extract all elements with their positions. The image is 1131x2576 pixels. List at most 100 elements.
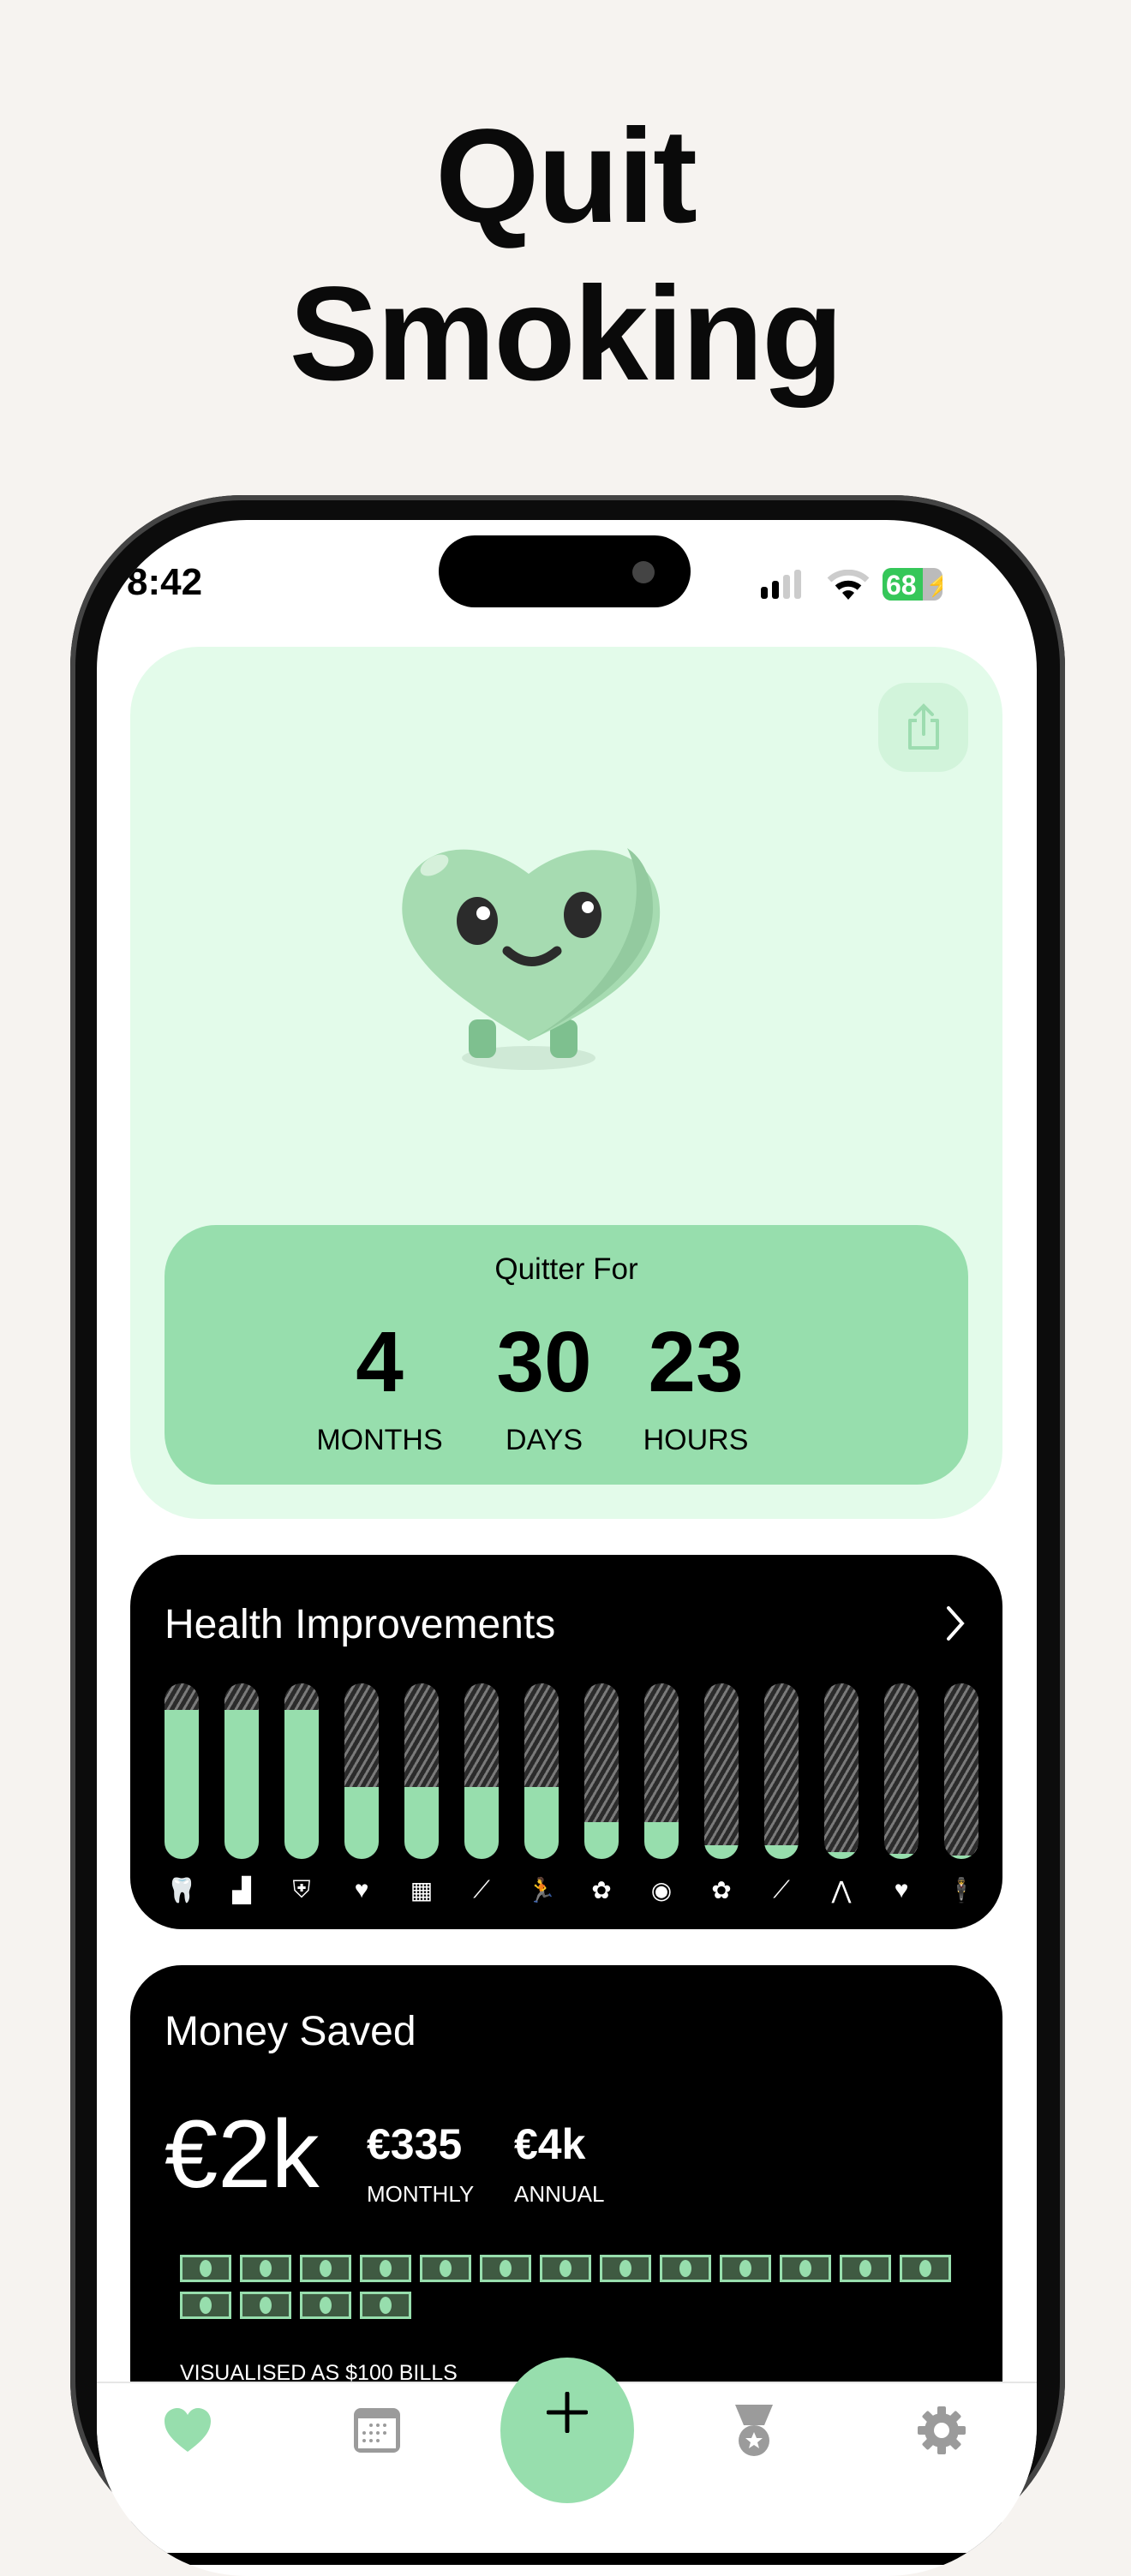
duration-hours: 23 HOURS	[601, 1319, 790, 1457]
bone-icon: ⟋	[473, 1876, 490, 1903]
camera	[632, 561, 655, 583]
hours-value: 23	[648, 1314, 744, 1410]
health-progress-fill	[884, 1853, 919, 1859]
hero-title-line1: Quit	[435, 102, 697, 251]
health-progress-fill	[524, 1786, 559, 1859]
calendar-icon	[354, 2408, 400, 2453]
teeth-icon: ▦	[410, 1877, 434, 1904]
share-icon	[907, 703, 939, 750]
tab-calendar[interactable]	[347, 2400, 407, 2460]
health-progress-fill	[404, 1786, 439, 1859]
health-progress-fill	[644, 1821, 679, 1859]
health-progress-fill	[464, 1786, 499, 1859]
tab-home[interactable]	[158, 2400, 218, 2460]
health-progress-fill	[764, 1844, 799, 1859]
tab-settings[interactable]	[912, 2400, 972, 2460]
health-improvements-card[interactable]: Health Improvements 🦷 ▟ ⛨ ♥ ▦ ⟋ 🏃 ✿ ◉ ✿ ⟋ ⋀ ♥ 🕴	[130, 1555, 1002, 1929]
health-progress-bar	[344, 1683, 379, 1859]
bill-icon	[780, 2255, 831, 2282]
days-label: DAYS	[505, 1424, 583, 1456]
battery-level: 68	[886, 570, 917, 601]
health-progress-bar	[165, 1683, 199, 1859]
brain-icon: ✿	[591, 1877, 612, 1904]
fitness-icon: 🏃	[526, 1877, 557, 1904]
share-button[interactable]	[878, 683, 968, 772]
health-progress-fill	[284, 1709, 319, 1859]
bill-icon	[660, 2255, 711, 2282]
signal-icon	[761, 570, 801, 599]
health-progress-fill	[704, 1844, 739, 1859]
tooth-icon: 🦷	[166, 1877, 197, 1904]
bill-icon	[420, 2255, 471, 2282]
tab-achievements[interactable]	[724, 2400, 784, 2460]
status-time: 8:42	[127, 561, 203, 603]
annual-value: €4k	[514, 2120, 586, 2168]
bill-icon	[240, 2292, 291, 2319]
chevron-right-icon[interactable]	[944, 1605, 966, 1642]
health-progress-bar	[944, 1683, 978, 1859]
money-title: Money Saved	[165, 2009, 416, 2054]
health-progress-bar	[824, 1683, 859, 1859]
body-icon: 🕴	[946, 1877, 977, 1904]
health-progress-bar	[404, 1683, 439, 1859]
duration-days: 30 DAYS	[450, 1319, 638, 1457]
bill-icon	[300, 2292, 351, 2319]
duration-months: 4 MONTHS	[285, 1319, 474, 1457]
health-progress-bar	[224, 1683, 259, 1859]
heart-icon	[165, 2408, 211, 2452]
bill-icon	[360, 2255, 411, 2282]
health-progress-bar	[284, 1683, 319, 1859]
monthly-value: €335	[367, 2120, 463, 2168]
bill-icon	[540, 2255, 591, 2282]
wifi-icon	[827, 570, 870, 600]
gear-icon	[918, 2406, 966, 2454]
bill-icon	[240, 2255, 291, 2282]
bill-icon	[480, 2255, 531, 2282]
health-progress-bar	[764, 1683, 799, 1859]
battery-charging-icon: 68 ⚡	[883, 568, 942, 601]
health-progress-bar	[644, 1683, 679, 1859]
health-progress-fill	[944, 1855, 978, 1859]
health-progress-fill	[824, 1851, 859, 1859]
phone-screen: 8:42 68 ⚡ Q	[97, 520, 1037, 2576]
heart-rate-icon: ♥	[354, 1876, 369, 1903]
money-total: €2k	[165, 2101, 320, 2208]
hero-title-line2: Smoking	[289, 260, 844, 409]
bill-icon	[720, 2255, 771, 2282]
add-button[interactable]	[500, 2358, 634, 2503]
health-title: Health Improvements	[165, 1602, 556, 1647]
quitter-label: Quitter For	[494, 1252, 638, 1286]
bill-icon	[600, 2255, 651, 2282]
brain-icon: ✿	[711, 1877, 732, 1904]
health-progress-bar	[884, 1683, 919, 1859]
heart-icon: ♥	[894, 1876, 909, 1903]
monthly-label: MONTHLY	[367, 2181, 475, 2207]
months-label: MONTHS	[316, 1424, 443, 1456]
bill-icon	[360, 2292, 411, 2319]
bill-icon	[180, 2292, 231, 2319]
quitter-duration-panel: Quitter For 4 MONTHS 30 DAYS 23 HOURS	[165, 1225, 968, 1485]
health-progress-fill	[584, 1821, 619, 1859]
bill-icon	[180, 2255, 231, 2282]
bone-icon: ⟋	[773, 1876, 790, 1903]
months-value: 4	[356, 1314, 404, 1410]
health-progress-bar	[584, 1683, 619, 1859]
hours-label: HOURS	[643, 1424, 749, 1456]
quit-summary-card: Quitter For 4 MONTHS 30 DAYS 23 HOURS	[130, 647, 1002, 1519]
bill-icon	[840, 2255, 891, 2282]
annual-label: ANNUAL	[514, 2181, 605, 2207]
dynamic-island	[439, 535, 691, 607]
bill-icon	[900, 2255, 951, 2282]
health-progress-fill	[224, 1709, 259, 1859]
heart-mascot	[402, 848, 661, 1070]
health-progress-fill	[165, 1709, 199, 1859]
health-progress-bar	[524, 1683, 559, 1859]
immune-shield-icon: ⛨	[292, 1876, 311, 1903]
health-progress-fill	[344, 1786, 379, 1859]
skin-icon: ▟	[232, 1877, 251, 1904]
medal-icon	[735, 2405, 773, 2456]
bills-caption: VISUALISED AS $100 BILLS	[180, 2361, 458, 2385]
lungs-icon: ⋀	[831, 1877, 852, 1904]
days-value: 30	[496, 1314, 592, 1410]
health-progress-bar	[464, 1683, 499, 1859]
